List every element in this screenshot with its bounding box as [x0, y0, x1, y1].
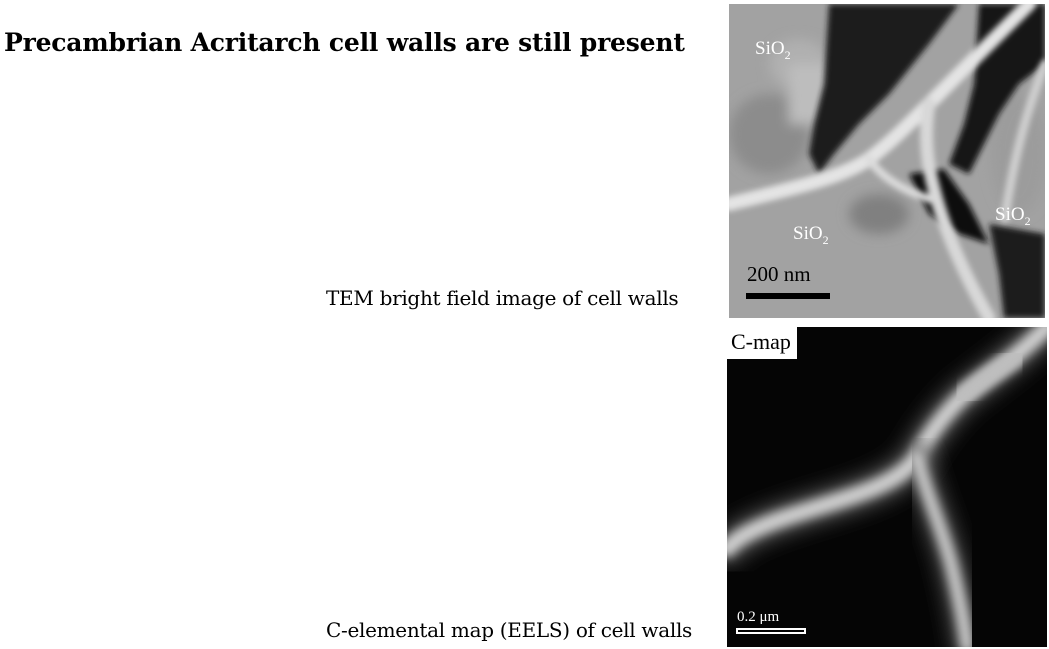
sio2-label: SiO2	[995, 204, 1031, 228]
cmap-caption: C-elemental map (EELS) of cell walls	[326, 618, 693, 642]
sio2-label: SiO2	[755, 38, 791, 62]
cmap-scale-bar	[736, 628, 806, 634]
cmap-graphic	[727, 327, 1047, 647]
tem-caption: TEM bright field image of cell walls	[326, 286, 679, 310]
carbon-elemental-map-image: C-map 0.2 μm	[727, 327, 1047, 647]
cmap-scale-bar-label: 0.2 μm	[737, 609, 780, 625]
tem-scale-bar-label: 200 nm	[747, 262, 811, 286]
tem-scale-bar	[746, 293, 830, 299]
slide-title: Precambrian Acritarch cell walls are sti…	[4, 28, 685, 57]
tem-bright-field-image: SiO2 SiO2 SiO2 200 nm	[729, 4, 1045, 318]
sio2-label: SiO2	[793, 223, 829, 247]
tem-micrograph-graphic	[729, 4, 1045, 318]
cmap-label: C-map	[727, 327, 797, 359]
